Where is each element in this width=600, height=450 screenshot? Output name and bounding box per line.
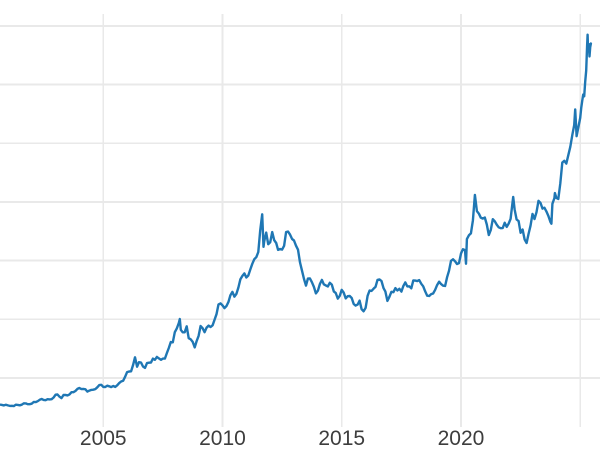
x-tick-label: 2020 (438, 427, 485, 450)
x-tick-label: 2005 (80, 427, 127, 450)
x-tick-label: 2010 (199, 427, 246, 450)
price-line-series (0, 33, 593, 408)
x-tick-label: 2015 (318, 427, 365, 450)
x-tick-labels: 2005 2010 2015 2020 (80, 427, 484, 450)
v-gridlines (102, 14, 582, 427)
